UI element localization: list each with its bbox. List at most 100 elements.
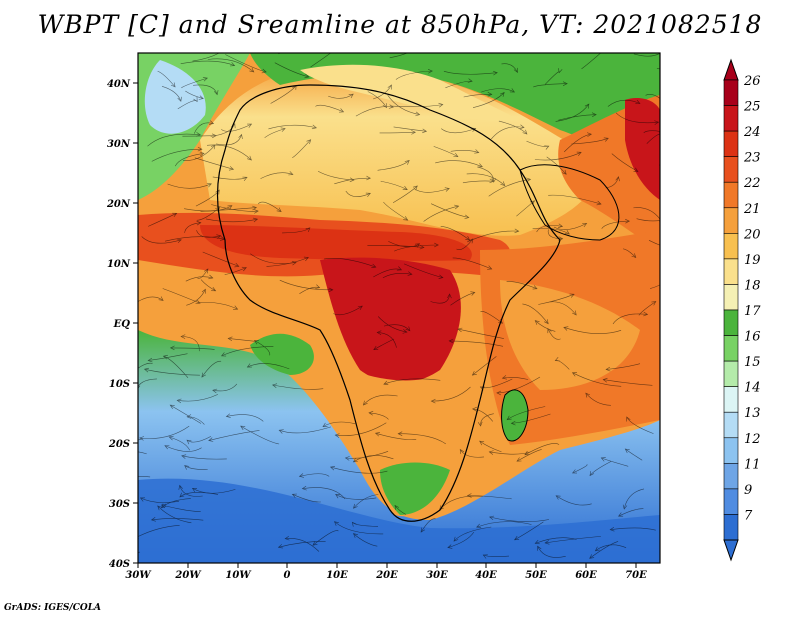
- svg-text:10W: 10W: [225, 570, 252, 581]
- streamline-arrowhead: [329, 466, 336, 471]
- streamline-arrowhead: [172, 212, 178, 217]
- streamline: [441, 128, 476, 134]
- streamline-arrowhead: [582, 223, 588, 228]
- streamline-arrowhead: [615, 176, 620, 182]
- streamline-arrowhead: [554, 357, 560, 362]
- streamline-arrowhead: [544, 540, 550, 545]
- streamline-arrowhead: [467, 78, 473, 83]
- streamline-arrowhead: [202, 77, 208, 82]
- streamline-arrowhead: [108, 548, 112, 552]
- streamline: [636, 218, 660, 222]
- streamline: [228, 338, 257, 342]
- streamline: [394, 244, 439, 252]
- streamline: [477, 166, 495, 183]
- streamline-arrowhead: [349, 177, 355, 183]
- lat-tick: 30S: [109, 499, 138, 510]
- streamline: [254, 340, 271, 356]
- streamline: [161, 86, 182, 102]
- streamline: [601, 220, 630, 229]
- streamline: [603, 379, 653, 386]
- map-title: WBPT [C] and Sreamline at 850hPa, VT: 20…: [37, 10, 763, 39]
- streamline: [353, 533, 378, 547]
- lon-tick: 10E: [326, 563, 348, 581]
- colorbar-label: 15: [744, 355, 761, 370]
- streamline-arrowhead: [447, 293, 452, 299]
- colorbar-swatch: [723, 514, 739, 541]
- streamline-arrowhead: [427, 69, 433, 74]
- streamline: [194, 157, 234, 170]
- streamline-arrowhead: [280, 127, 286, 132]
- streamline: [196, 207, 220, 221]
- streamline-arrowhead: [444, 187, 450, 192]
- streamline-arrowhead: [225, 413, 231, 418]
- colorbar-swatch: [723, 411, 739, 439]
- streamline-arrowhead: [397, 431, 403, 436]
- streamline: [501, 63, 518, 73]
- streamline-arrowhead: [492, 70, 498, 76]
- streamline-arrowhead: [162, 354, 168, 360]
- streamline-arrowhead: [622, 504, 628, 510]
- streamline-arrowhead: [453, 536, 459, 542]
- lon-tick: 0: [284, 563, 291, 581]
- streamline: [335, 494, 377, 500]
- streamline-arrowhead: [216, 234, 222, 239]
- streamline-arrowhead: [472, 406, 477, 412]
- colorbar-swatch: [723, 156, 739, 183]
- streamline-arrowhead: [169, 345, 175, 351]
- streamline-arrowhead: [198, 95, 204, 100]
- streamline: [585, 392, 611, 406]
- lon-tick: 10W: [225, 563, 252, 581]
- streamline: [555, 103, 590, 122]
- streamline-arrowhead: [98, 454, 103, 458]
- streamline-arrowhead: [261, 68, 267, 74]
- streamline: [615, 112, 659, 124]
- streamline: [353, 455, 394, 463]
- streamline: [450, 292, 475, 306]
- streamline-arrowhead: [496, 390, 502, 396]
- streamline-arrowhead: [571, 469, 578, 474]
- streamline-arrowhead: [92, 441, 96, 445]
- svg-text:40E: 40E: [475, 570, 497, 581]
- streamline-arrowhead: [247, 123, 253, 128]
- colorbar: 26 25 24 23 22 21 20 19 18 17 16 15 14 13 12 11 9 7: [723, 58, 761, 562]
- streamline-arrowhead: [534, 539, 540, 545]
- streamline: [355, 106, 394, 117]
- streamline: [138, 476, 151, 478]
- streamline: [201, 360, 222, 378]
- streamline-arrowhead: [624, 448, 630, 454]
- streamline-arrowhead: [362, 400, 368, 406]
- streamline: [456, 238, 474, 250]
- colorbar-top-arrow: [723, 58, 739, 81]
- streamline-arrowhead: [191, 487, 198, 493]
- streamline: [292, 139, 311, 159]
- streamline-arrowhead: [464, 214, 470, 220]
- streamline: [532, 227, 570, 235]
- streamline: [395, 70, 433, 80]
- mediterranean-yellow: [300, 64, 520, 121]
- streamline: [260, 172, 294, 179]
- streamline: [181, 77, 208, 89]
- streamline-arrowhead: [376, 330, 382, 335]
- streamline: [479, 440, 502, 453]
- africa-coastline: [216, 84, 561, 522]
- streamline-arrowhead: [402, 185, 408, 191]
- streamline-arrowhead: [298, 473, 304, 478]
- streamline: [571, 137, 609, 145]
- streamline-arrowhead: [498, 319, 504, 324]
- streamline-arrowhead: [633, 167, 639, 172]
- streamline-arrowhead: [371, 263, 377, 268]
- streamline: [310, 53, 332, 68]
- svg-text:70E: 70E: [625, 570, 647, 581]
- streamline: [472, 356, 497, 376]
- streamline-arrowhead: [197, 146, 203, 152]
- streamline-arrowhead: [387, 84, 392, 90]
- streamline: [439, 495, 483, 510]
- streamline-arrowhead: [500, 181, 506, 187]
- streamline-arrowhead: [466, 493, 472, 498]
- streamline: [443, 71, 498, 75]
- streamline: [170, 347, 215, 350]
- streamline-arrowhead: [357, 305, 363, 311]
- streamline: [457, 328, 504, 339]
- streamline: [502, 377, 529, 380]
- streamline: [607, 99, 641, 107]
